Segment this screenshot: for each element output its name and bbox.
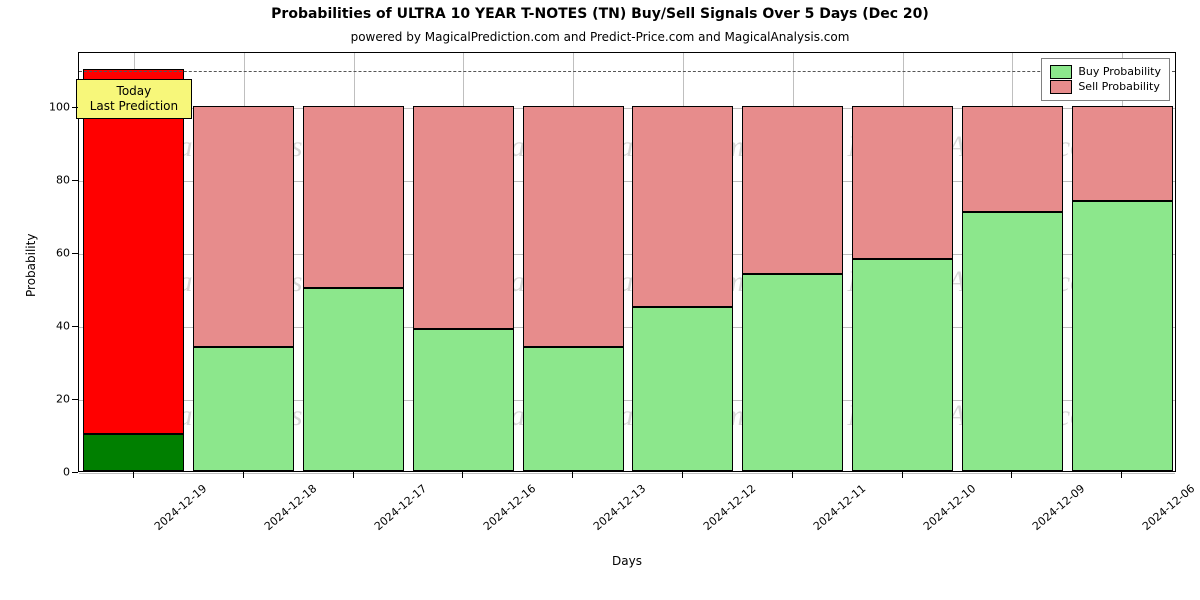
legend-item: Buy Probability — [1050, 64, 1161, 79]
bar-sell — [632, 106, 733, 307]
y-tick-mark — [72, 253, 78, 254]
bar-buy — [193, 347, 294, 471]
bar-group — [83, 69, 184, 471]
x-tick-mark — [902, 472, 903, 478]
chart-title: Probabilities of ULTRA 10 YEAR T-NOTES (… — [0, 6, 1200, 22]
x-tick-label: 2024-12-13 — [591, 482, 648, 533]
y-tick-label: 100 — [40, 100, 70, 113]
x-tick-label: 2024-12-10 — [920, 482, 977, 533]
y-axis-label: Probability — [24, 234, 38, 297]
y-tick-label: 0 — [40, 466, 70, 479]
annotation-line-2: Last Prediction — [87, 99, 181, 114]
bar-group — [962, 106, 1063, 471]
dashed-reference-line — [79, 71, 1175, 72]
y-tick-label: 40 — [40, 319, 70, 332]
bar-group — [852, 106, 953, 471]
bar-sell — [962, 106, 1063, 212]
bar-group — [523, 106, 624, 471]
legend-swatch — [1050, 65, 1072, 79]
bar-group — [193, 106, 294, 471]
bar-buy — [413, 329, 514, 471]
x-tick-mark — [353, 472, 354, 478]
x-tick-label: 2024-12-18 — [262, 482, 319, 533]
bar-buy — [523, 347, 624, 471]
x-tick-label: 2024-12-19 — [152, 482, 209, 533]
x-tick-label: 2024-12-17 — [371, 482, 428, 533]
bar-sell — [1072, 106, 1173, 201]
bar-group — [1072, 106, 1173, 471]
y-tick-label: 80 — [40, 173, 70, 186]
y-tick-mark — [72, 107, 78, 108]
x-tick-mark — [682, 472, 683, 478]
x-tick-label: 2024-12-09 — [1030, 482, 1087, 533]
bar-group — [742, 106, 843, 471]
bar-sell — [303, 106, 404, 289]
plot-area: MagicalAnalysis.comMagicalAnalysis.comMa… — [78, 52, 1176, 472]
x-tick-mark — [572, 472, 573, 478]
today-annotation: TodayLast Prediction — [76, 79, 192, 119]
bar-buy — [632, 307, 733, 471]
x-tick-label: 2024-12-06 — [1140, 482, 1197, 533]
y-tick-label: 20 — [40, 392, 70, 405]
bar-sell — [413, 106, 514, 329]
legend-item: Sell Probability — [1050, 79, 1161, 94]
bar-group — [413, 106, 514, 471]
x-tick-label: 2024-12-12 — [701, 482, 758, 533]
x-tick-mark — [1011, 472, 1012, 478]
x-tick-mark — [792, 472, 793, 478]
bar-buy — [962, 212, 1063, 471]
bar-buy — [83, 434, 184, 471]
x-tick-label: 2024-12-16 — [481, 482, 538, 533]
x-tick-mark — [462, 472, 463, 478]
legend-label: Buy Probability — [1078, 64, 1161, 79]
bar-sell — [83, 69, 184, 434]
chart-container: Probabilities of ULTRA 10 YEAR T-NOTES (… — [0, 0, 1200, 600]
x-tick-mark — [1121, 472, 1122, 478]
bar-buy — [852, 259, 953, 471]
legend: Buy ProbabilitySell Probability — [1041, 58, 1170, 101]
legend-swatch — [1050, 80, 1072, 94]
y-tick-mark — [72, 399, 78, 400]
bar-buy — [1072, 201, 1173, 471]
bar-sell — [742, 106, 843, 274]
bar-group — [632, 106, 733, 471]
bar-sell — [523, 106, 624, 347]
y-tick-label: 60 — [40, 246, 70, 259]
legend-label: Sell Probability — [1078, 79, 1160, 94]
bar-buy — [742, 274, 843, 471]
x-tick-label: 2024-12-11 — [811, 482, 868, 533]
bar-sell — [193, 106, 294, 347]
x-axis-label: Days — [78, 554, 1176, 568]
y-tick-mark — [72, 326, 78, 327]
x-tick-mark — [133, 472, 134, 478]
y-tick-mark — [72, 472, 78, 473]
x-tick-mark — [243, 472, 244, 478]
y-tick-mark — [72, 180, 78, 181]
bar-buy — [303, 288, 404, 471]
chart-subtitle: powered by MagicalPrediction.com and Pre… — [0, 30, 1200, 44]
bar-group — [303, 106, 404, 471]
annotation-line-1: Today — [87, 84, 181, 99]
bar-sell — [852, 106, 953, 259]
